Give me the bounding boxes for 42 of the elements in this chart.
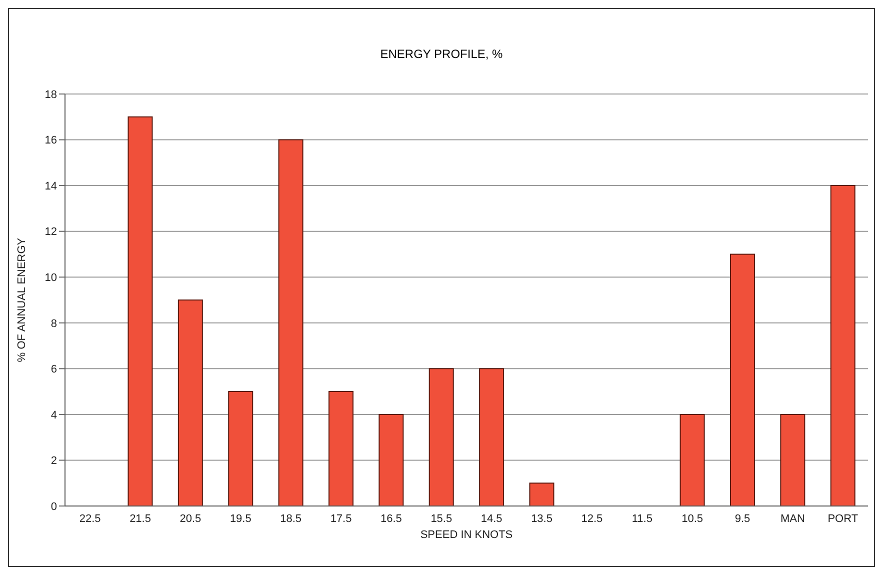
x-tick-label: 21.5 bbox=[130, 512, 151, 525]
bar bbox=[830, 185, 856, 506]
y-tick-label: 12 bbox=[44, 226, 57, 238]
x-tick-label: 11.5 bbox=[632, 512, 652, 525]
bar bbox=[328, 391, 354, 506]
y-tick-label: 18 bbox=[44, 88, 57, 101]
x-tick-label: MAN bbox=[780, 512, 805, 525]
bar bbox=[780, 414, 806, 506]
bar bbox=[428, 368, 454, 506]
y-tick-label: 6 bbox=[50, 364, 57, 376]
y-tick-label: 10 bbox=[44, 272, 57, 284]
bar bbox=[128, 116, 153, 506]
y-tick-label: 0 bbox=[50, 500, 57, 513]
bar bbox=[680, 414, 705, 506]
x-tick-label: 22.5 bbox=[79, 512, 101, 525]
x-tick-label: 15.5 bbox=[430, 512, 452, 525]
y-tick-label: 14 bbox=[44, 180, 57, 192]
x-tick-label: 17.5 bbox=[330, 512, 352, 525]
x-tick-label: 20.5 bbox=[180, 512, 202, 525]
y-tick-label: 8 bbox=[50, 318, 57, 330]
chart-title: ENERGY PROFILE, % bbox=[379, 47, 504, 61]
bar bbox=[228, 391, 254, 506]
x-axis-title: SPEED IN KNOTS bbox=[420, 529, 513, 541]
y-tick-label: 2 bbox=[50, 455, 57, 468]
x-tick-label: 13.5 bbox=[531, 512, 552, 525]
bar bbox=[529, 482, 554, 506]
y-tick-label: 4 bbox=[50, 409, 57, 422]
x-tick-label: 19.5 bbox=[230, 512, 252, 525]
bar bbox=[730, 254, 755, 506]
bar bbox=[479, 368, 504, 506]
x-tick-label: 10.5 bbox=[682, 512, 704, 525]
bar bbox=[178, 300, 203, 506]
x-tick-label: 9.5 bbox=[734, 512, 750, 525]
x-tick-label: 18.5 bbox=[280, 512, 302, 525]
x-tick-label: 14.5 bbox=[480, 512, 502, 525]
bar bbox=[378, 414, 404, 506]
x-tick-label: 12.5 bbox=[581, 512, 603, 525]
y-axis-title: % OF ANNUAL ENERGY bbox=[16, 237, 28, 362]
bar bbox=[278, 139, 304, 506]
x-tick-label: PORT bbox=[828, 512, 858, 525]
x-tick-label: 16.5 bbox=[380, 512, 402, 525]
y-tick-label: 16 bbox=[44, 134, 57, 147]
